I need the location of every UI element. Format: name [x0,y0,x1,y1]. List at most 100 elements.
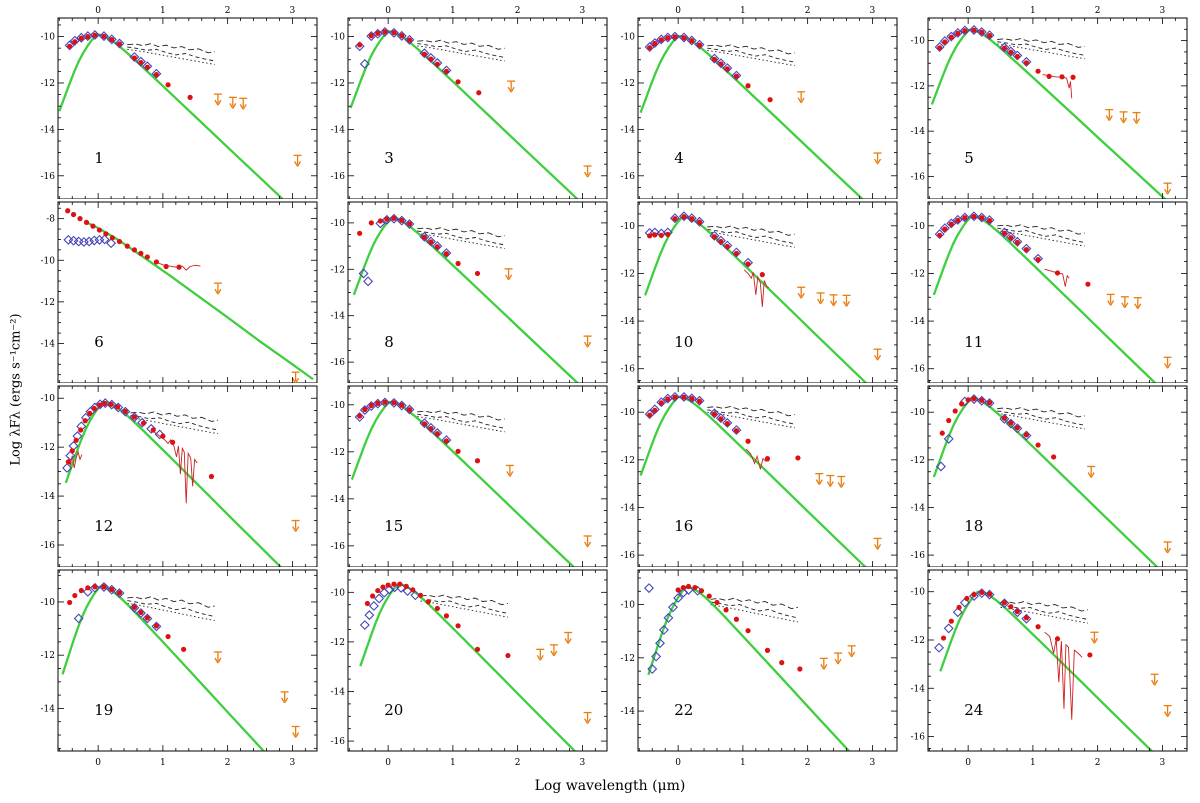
svg-text:0: 0 [965,758,971,768]
panel-grid: 0 1 2 3 -16 -14 -12 -10 1 0 1 2 3 -16 -14 -12 -10 3 0 1 2 3 -1… [30,0,1200,777]
sed-panel-19: 0 1 2 3 -14 -12 -10 19 [41,569,318,768]
svg-text:-14: -14 [331,312,346,322]
panel-number: 22 [674,701,693,719]
upper-limits [291,519,300,532]
svg-text:-10: -10 [41,33,56,43]
axes-ticks [638,18,897,199]
panel-number: 10 [674,333,693,351]
axes-ticks [928,386,1187,567]
svg-text:0: 0 [95,6,101,16]
photometry-diamonds [934,25,1032,67]
photometry-circles [357,29,482,96]
photometry-diamonds [934,588,1032,653]
panel-number: 1 [94,149,104,167]
tick-labels: -16 -14 -12 -10 [911,222,926,375]
svg-text:-10: -10 [41,394,56,404]
axes-frame [637,385,898,567]
template-curves [130,411,219,435]
svg-text:-14: -14 [41,492,56,502]
svg-text:-14: -14 [331,495,346,505]
svg-text:1: 1 [450,758,456,768]
axes-frame [637,569,898,752]
sed-panel-6: -14 -12 -10 -8 6 [41,201,318,383]
sed-panel-15: -16 -14 -12 -10 15 [331,385,608,567]
upper-limits [1090,631,1172,717]
upper-limits [1105,108,1172,195]
svg-text:2: 2 [225,6,231,16]
irs-spectrum [67,430,198,504]
svg-text:-16: -16 [621,551,636,561]
svg-text:-16: -16 [911,172,926,182]
tick-labels: 0 1 2 3 -14 -12 -10 [41,598,296,768]
svg-text:-14: -14 [911,317,926,327]
svg-text:-10: -10 [331,219,346,229]
tick-labels: 0 1 2 3 -14 -12 -10 [621,601,876,768]
axes-ticks [348,570,607,751]
tick-labels: 0 1 2 3 -16 -14 -12 -10 [911,588,1166,768]
svg-text:-12: -12 [621,654,636,664]
photometry-diamonds [63,234,117,249]
template-curves [417,39,505,62]
svg-text:0: 0 [385,758,391,768]
x-axis-label: Log wavelength (μm) [534,778,686,794]
template-curves [707,406,795,429]
svg-text:-10: -10 [621,601,636,611]
photometry-circles [65,208,182,270]
sed-panel-20: 0 1 2 3 -16 -14 -12 -10 20 [331,569,608,768]
svg-text:-14: -14 [41,125,56,135]
svg-text:-12: -12 [911,636,926,646]
template-curves [127,43,215,65]
panel-number: 8 [384,333,394,351]
axes-frame [637,201,898,383]
template-curves [710,597,799,623]
svg-text:1: 1 [740,6,746,16]
axes-frame [347,569,608,752]
svg-text:1: 1 [740,758,746,768]
tick-labels: 0 1 2 3 -16 -14 -12 -10 [911,6,1166,182]
svg-text:-14: -14 [621,707,636,717]
svg-text:-16: -16 [331,172,346,182]
upper-limits [819,645,856,670]
svg-text:-14: -14 [621,125,636,135]
svg-text:-12: -12 [911,82,926,92]
svg-text:-16: -16 [41,541,56,551]
axes-frame [57,569,318,752]
photometry-circles [357,399,481,464]
svg-text:-10: -10 [911,408,926,418]
tick-labels: -16 -14 -12 -10 [331,219,346,368]
svg-text:-14: -14 [621,317,636,327]
photometry-circles [937,213,1091,287]
template-curves [127,596,215,622]
panel-number: 11 [964,333,983,351]
svg-text:0: 0 [385,6,391,16]
panel-number: 20 [384,701,403,719]
axes-ticks [58,386,317,567]
svg-text:-12: -12 [621,79,636,89]
axes-frame [347,201,608,383]
template-curves [417,410,505,433]
upper-limits [507,80,592,178]
svg-text:-10: -10 [331,401,346,411]
photometry-diamonds [935,394,1032,472]
svg-text:1: 1 [160,758,166,768]
svg-text:0: 0 [675,758,681,768]
svg-text:0: 0 [965,6,971,16]
svg-text:-10: -10 [621,33,636,43]
photometry-diamonds [644,31,742,81]
axes-ticks [928,18,1187,199]
upper-limits [797,286,882,361]
sed-panel-10: -16 -14 -12 -10 10 [621,201,898,383]
svg-text:-12: -12 [911,269,926,279]
axes-ticks [348,18,607,199]
photometry-circles [647,34,773,103]
svg-text:3: 3 [290,758,296,768]
axes-frame [927,201,1188,383]
svg-text:-14: -14 [331,125,346,135]
svg-text:2: 2 [515,758,521,768]
axes-frame [927,385,1188,567]
svg-text:-10: -10 [911,588,926,598]
axes-ticks [638,202,897,383]
upper-limits [797,91,882,165]
svg-text:-10: -10 [331,588,346,598]
